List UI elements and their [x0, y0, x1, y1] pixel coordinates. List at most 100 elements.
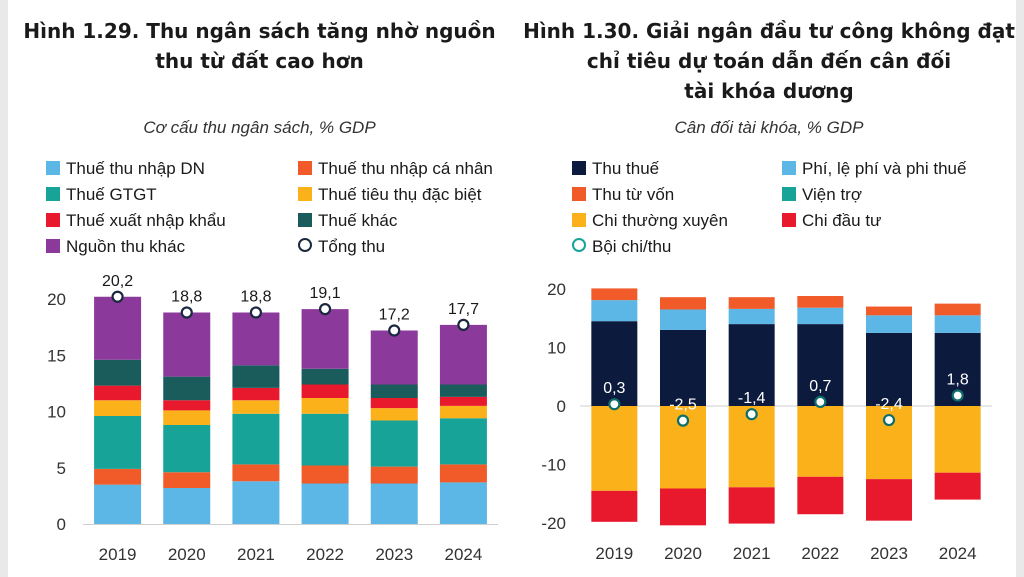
- bar-segment: [94, 468, 142, 485]
- bar-segment: [232, 464, 280, 482]
- y-tick-label: 10: [47, 403, 66, 422]
- total-point: [249, 306, 263, 319]
- x-tick-label: 2021: [733, 544, 771, 563]
- data-label: 19,1: [310, 285, 341, 302]
- bar-segment: [866, 479, 912, 521]
- legend-item: Thuế thu nhập cá nhân: [298, 158, 493, 180]
- bar-segment: [728, 297, 775, 309]
- legend-swatch: [298, 187, 312, 201]
- data-label: 20,2: [102, 273, 133, 290]
- bar-segment: [163, 410, 211, 425]
- revenue-stacked-bar-chart: 0 5 10 15 20 2019 20,2 2020 18,8 2021 18,8 2022 19,1…: [47, 273, 498, 564]
- bar-segment: [232, 312, 280, 366]
- data-label: 1,8: [947, 371, 969, 388]
- bar-segment: [163, 400, 211, 411]
- x-tick-label: 2019: [99, 545, 137, 564]
- y-tick-label: 0: [57, 515, 66, 534]
- revenue-chart-panel: Hình 1.29. Thu ngân sách tăng nhờ nguồn …: [8, 0, 511, 577]
- data-label: 17,2: [379, 307, 410, 324]
- bar-segment: [370, 384, 418, 398]
- bar-segment: [591, 288, 638, 301]
- title-line: thu từ đất cao hơn: [155, 49, 364, 73]
- legend-label: Thuế GTGT: [66, 185, 157, 204]
- legend-item: Bội chi/thu: [572, 236, 671, 258]
- title-line: tài khóa dương: [684, 79, 854, 103]
- legend-swatch: [298, 213, 312, 227]
- bar-segment: [94, 400, 142, 416]
- total-point: [457, 318, 470, 331]
- total-point: [882, 413, 896, 427]
- legend-swatch: [572, 161, 586, 175]
- data-label: -1,4: [738, 390, 766, 407]
- legend-item: Chi thường xuyên: [572, 210, 728, 232]
- bar-segment: [866, 315, 912, 333]
- bar-segment: [866, 332, 912, 406]
- bar-segment: [94, 359, 142, 386]
- bar-segment: [439, 405, 487, 419]
- fiscal-chart-title: Hình 1.30. Giải ngân đầu tư công không đ…: [522, 16, 1016, 106]
- y-tick-label: -10: [541, 456, 566, 475]
- bar-segment: [591, 490, 638, 522]
- legend-label: Phí, lệ phí và phi thuế: [802, 159, 967, 178]
- total-point: [318, 303, 332, 316]
- bar-segment: [934, 303, 981, 316]
- bar-segment: [660, 488, 706, 526]
- data-label: 18,8: [171, 289, 202, 306]
- x-tick-label: 2020: [664, 544, 702, 563]
- total-point: [951, 389, 964, 402]
- total-point: [676, 414, 690, 427]
- legend-marker: [298, 238, 312, 252]
- legend-item: Phí, lệ phí và phi thuế: [782, 158, 966, 180]
- total-point: [180, 306, 193, 319]
- fiscal-stacked-bar-chart: -20 -10 0 10 20 2019 0,3 2020 -2,5 2021 -1,4 2022 0,…: [541, 280, 992, 563]
- bar-segment: [94, 296, 142, 360]
- revenue-chart-title: Hình 1.29. Thu ngân sách tăng nhờ nguồn …: [8, 16, 511, 76]
- y-tick-label: 20: [547, 280, 566, 299]
- y-tick-label: 5: [57, 459, 66, 478]
- bar-segment: [232, 413, 280, 465]
- data-label: -2,4: [875, 396, 903, 413]
- legend-swatch: [46, 187, 60, 201]
- legend-label: Chi đầu tư: [802, 211, 882, 230]
- fiscal-chart-subtitle: Cân đối tài khóa, % GDP: [674, 118, 864, 137]
- bar-segment: [370, 420, 418, 467]
- bar-segment: [728, 324, 775, 406]
- bar-segment: [232, 387, 280, 401]
- bar-segment: [370, 330, 418, 385]
- data-label: 0,7: [809, 378, 831, 395]
- legend-label: Thuế tiêu thụ đặc biệt: [318, 185, 482, 204]
- legend-item: Thu thuế: [572, 158, 659, 180]
- y-tick-label: 10: [547, 339, 566, 358]
- data-label: 17,7: [448, 301, 479, 318]
- legend-swatch: [572, 213, 586, 227]
- title-line: Hình 1.29. Thu ngân sách tăng nhờ nguồn: [23, 19, 496, 43]
- legend-item: Chi đầu tư: [782, 210, 881, 232]
- x-tick-label: 2024: [939, 544, 977, 563]
- bar-segment: [301, 413, 349, 466]
- x-tick-label: 2022: [306, 545, 344, 564]
- bar-segment: [163, 488, 211, 524]
- bar-segment: [301, 368, 349, 385]
- legend-label: Thuế thu nhập cá nhân: [318, 159, 493, 178]
- bar-segment: [797, 307, 844, 325]
- legend-label: Thu thuế: [592, 159, 660, 178]
- legend-item: Thuế tiêu thụ đặc biệt: [298, 184, 482, 206]
- legend-label: Thuế thu nhập DN: [66, 159, 205, 178]
- x-tick-label: 2019: [595, 544, 633, 563]
- bar-segment: [934, 315, 981, 333]
- bar-segment: [591, 321, 638, 406]
- bar-segment: [232, 365, 280, 388]
- legend-label: Bội chi/thu: [592, 237, 672, 256]
- bar-segment: [94, 416, 142, 469]
- bar-segment: [934, 472, 981, 500]
- bar-segment: [163, 376, 211, 401]
- legend-swatch: [46, 161, 60, 175]
- bar-segment: [728, 487, 775, 524]
- data-label: 0,3: [603, 380, 625, 397]
- legend-label: Viện trợ: [802, 185, 862, 204]
- bar-segment: [660, 329, 706, 406]
- legend-label: Thu từ vốn: [592, 185, 675, 204]
- total-point: [388, 324, 401, 337]
- bar-segment: [660, 297, 706, 310]
- fiscal-balance-chart-panel: Hình 1.30. Giải ngân đầu tư công không đ…: [522, 0, 1016, 577]
